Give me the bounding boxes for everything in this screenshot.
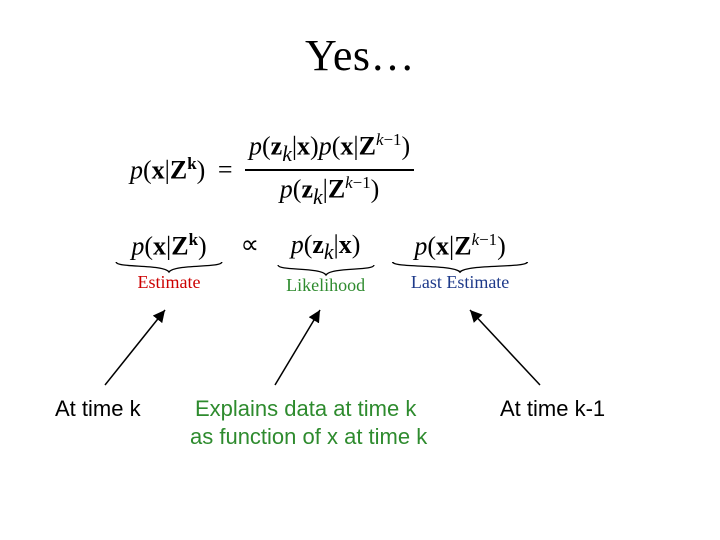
- equals-sign: =: [212, 155, 239, 185]
- term-estimate-label: Estimate: [114, 272, 224, 293]
- bayes-formula: p(x|Zk) = p(zk|x)p(x|Zk−1) p(zk|Zk−1): [130, 130, 414, 210]
- slide-title: Yes…: [0, 30, 720, 81]
- fraction-numerator: p(zk|x)p(x|Zk−1): [245, 130, 414, 167]
- formula-fraction: p(zk|x)p(x|Zk−1) p(zk|Zk−1): [245, 130, 414, 210]
- term-last-estimate: p(x|Zk−1) Last Estimate: [390, 230, 530, 293]
- term-likelihood-label: Likelihood: [276, 275, 376, 296]
- slide: Yes… p(x|Zk) = p(zk|x)p(x|Zk−1) p(zk|Zk−…: [0, 0, 720, 540]
- term-estimate: p(x|Zk) Estimate: [114, 230, 224, 293]
- term-last-estimate-expr: p(x|Zk−1): [390, 230, 530, 262]
- fraction-denominator: p(zk|Zk−1): [245, 173, 414, 210]
- term-likelihood-expr: p(zk|x): [276, 230, 376, 265]
- term-estimate-expr: p(x|Zk): [114, 230, 224, 262]
- caption-explains-2: as function of x at time k: [190, 423, 427, 451]
- proportional-symbol: ∝: [235, 230, 266, 260]
- caption-at-time-k-1: At time k-1: [500, 395, 605, 423]
- term-likelihood: p(zk|x) Likelihood: [276, 230, 376, 296]
- decomposition-row: p(x|Zk) Estimate ∝ p(zk|x) Likelihood p(…: [110, 230, 534, 296]
- caption-explains-1: Explains data at time k: [195, 395, 416, 423]
- term-last-estimate-label: Last Estimate: [390, 272, 530, 293]
- fraction-bar: [245, 169, 414, 171]
- formula-lhs: p(x|Zk): [130, 154, 205, 186]
- caption-at-time-k: At time k: [55, 395, 141, 423]
